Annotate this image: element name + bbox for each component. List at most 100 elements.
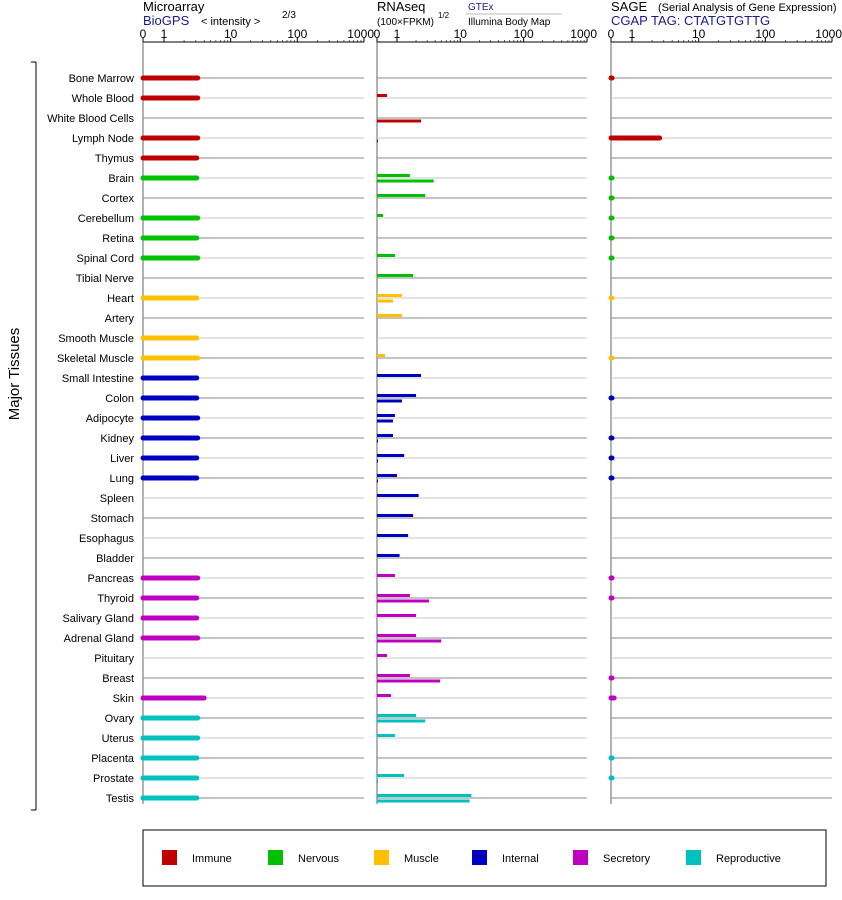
- rnaseq-gtex-bar: [377, 434, 393, 437]
- axes: 0 1 10 100 1000 0 1 10 100 1000 0 1 10 100 1000: [140, 27, 842, 804]
- microarray-bar-base: [143, 415, 146, 421]
- tissue-label: Placenta: [91, 753, 135, 765]
- side-label: Major Tissues: [6, 328, 23, 421]
- legend-item-internal: Internal: [472, 850, 539, 865]
- microarray-bar-base: [143, 735, 146, 741]
- tissue-label: Brain: [108, 173, 134, 185]
- tissue-label: Salivary Gland: [62, 613, 134, 625]
- rnaseq-gtex-bar: [377, 594, 410, 597]
- sage-header: SAGE (Serial Analysis of Gene Expression…: [611, 0, 837, 28]
- tissue-label: Breast: [102, 673, 134, 685]
- microarray-tick-label: 0: [140, 27, 147, 41]
- microarray-bar-base: [143, 355, 146, 361]
- legend-label: Internal: [502, 853, 539, 865]
- rnaseq-gtex-bar: [377, 314, 402, 317]
- microarray-bar-base: [143, 615, 146, 621]
- tissue-label: Stomach: [91, 513, 134, 525]
- rnaseq-ibm-bar: [377, 399, 402, 403]
- sage-note: (Serial Analysis of Gene Expression): [658, 2, 837, 14]
- tissue-label: Adrenal Gland: [64, 633, 134, 645]
- sage-axis: 0 1 10 100 1000: [608, 27, 842, 804]
- tissue-label: Adipocyte: [86, 413, 134, 425]
- microarray-tick-label: 10: [224, 27, 238, 41]
- microarray-tick-label: 100: [287, 27, 307, 41]
- rnaseq-gtex-bar: [377, 394, 417, 397]
- legend-item-nervous: Nervous: [268, 850, 339, 865]
- microarray-bar-base: [143, 375, 146, 381]
- side-bracket: [31, 61, 37, 811]
- legend-swatch: [472, 850, 487, 865]
- legend-label: Muscle: [404, 853, 439, 865]
- rnaseq-gtex-bar: [377, 474, 397, 477]
- rnaseq-ibm-bar: [377, 799, 470, 803]
- rnaseq-ibm-bar: [377, 179, 434, 183]
- sage-tick-label: 1: [629, 27, 636, 41]
- rnaseq-gtex-bar: [377, 794, 472, 797]
- rnaseq-tick-label: 0: [374, 27, 381, 41]
- rnaseq-unit: (100×FPKM): [377, 17, 434, 28]
- tissue-label: Spinal Cord: [77, 253, 134, 265]
- microarray-bar-base: [143, 435, 146, 441]
- tissue-label: Retina: [102, 233, 135, 245]
- rnaseq-gtex-bar: [377, 454, 405, 457]
- tissue-label: Small Intestine: [62, 373, 134, 385]
- legend-item-immune: Immune: [162, 850, 232, 865]
- rnaseq-gtex-bar: [377, 534, 409, 537]
- rnaseq-gtex-bar: [377, 614, 417, 617]
- rnaseq-title: RNAseq: [377, 0, 425, 14]
- tissue-label: Esophagus: [79, 533, 135, 545]
- rnaseq-tick-label: 1: [394, 27, 401, 41]
- rnaseq-gtex-bar: [377, 774, 405, 777]
- microarray-bar-base: [143, 475, 146, 481]
- rnaseq-gtex-bar: [377, 274, 414, 277]
- legend-items: Immune Nervous Muscle Internal Secretory Repr…: [162, 850, 781, 865]
- legend-label: Secretory: [603, 853, 651, 865]
- rnaseq-ibm-bar: [377, 299, 393, 303]
- tissue-label: Bladder: [96, 553, 134, 565]
- rnaseq-exponent: 1/2: [438, 11, 450, 20]
- tissue-label: Uterus: [102, 733, 135, 745]
- rnaseq-gtex-bar: [377, 294, 402, 297]
- rnaseq-ibm-bar: [377, 719, 426, 723]
- rnaseq-header: RNAseq (100×FPKM) 1/2 GTEx Illumina Body…: [377, 0, 562, 28]
- rnaseq-gtex-bar: [377, 374, 422, 377]
- rnaseq-gtex-bar: [377, 654, 387, 657]
- legend-label: Immune: [192, 853, 232, 865]
- microarray-title: Microarray: [143, 0, 205, 14]
- rnaseq-ibm-bar: [377, 779, 378, 783]
- sage-tick-label: 1000: [815, 27, 842, 41]
- microarray-bar-base: [143, 755, 146, 761]
- rnaseq-gtex-bar: [377, 734, 395, 737]
- microarray-bar-base: [143, 795, 146, 801]
- sage-tick-label: 10: [692, 27, 706, 41]
- microarray-unit: < intensity >: [201, 16, 260, 28]
- tissue-label: Spleen: [100, 493, 134, 505]
- rnaseq-gtex-bar: [377, 634, 417, 637]
- legend: Immune Nervous Muscle Internal Secretory Repr…: [142, 829, 827, 887]
- microarray-bar-base: [143, 775, 146, 781]
- rnaseq-gtex-bar: [377, 554, 400, 557]
- microarray-bar-base: [143, 235, 146, 241]
- tissue-label: Liver: [110, 453, 134, 465]
- rnaseq-ibm-bar: [377, 419, 393, 423]
- tissue-label: Heart: [107, 293, 134, 305]
- legend-swatch: [686, 850, 701, 865]
- sage-tick-label: 100: [755, 27, 775, 41]
- rnaseq-ibm-bar: [377, 139, 378, 143]
- legend-swatch: [374, 850, 389, 865]
- legend-item-muscle: Muscle: [374, 850, 439, 865]
- microarray-bar-base: [143, 95, 146, 101]
- rnaseq-gtex-bar: [377, 94, 387, 97]
- tissue-label: Skin: [113, 693, 134, 705]
- microarray-tick-label: 1000: [347, 27, 374, 41]
- rnaseq-tick-label: 100: [514, 27, 534, 41]
- expression-bars: [140, 75, 663, 803]
- microarray-bar-base: [143, 215, 146, 221]
- rnaseq-gtex-bar: [377, 354, 385, 357]
- tissue-label: Lung: [110, 473, 134, 485]
- rnaseq-ibm-bar: [377, 439, 378, 443]
- rnaseq-ibm-bar: [377, 459, 378, 463]
- rnaseq-ibm-bar: [377, 119, 422, 123]
- rnaseq-gtex-bar: [377, 574, 395, 577]
